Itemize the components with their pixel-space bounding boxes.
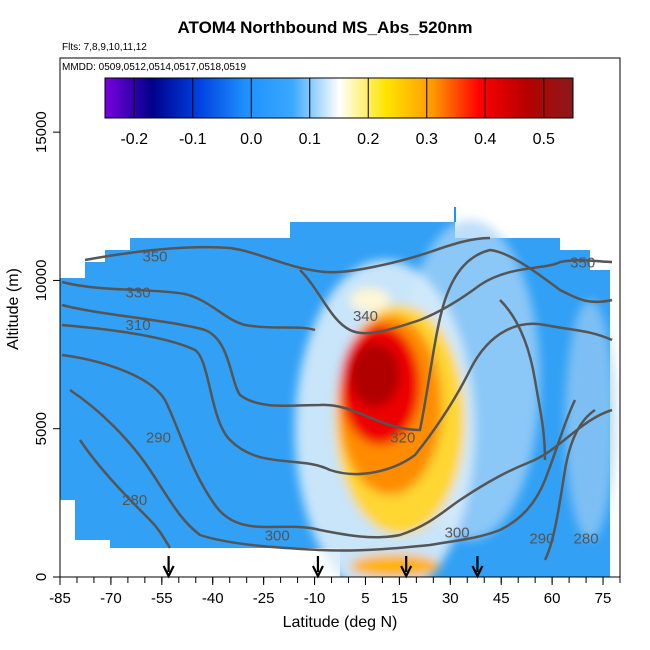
x-tick-label: 15 <box>391 590 408 607</box>
darkred-core <box>350 343 400 407</box>
flight-arrow-head <box>400 565 413 579</box>
x-tick-label: -10 <box>304 590 326 607</box>
contour-280 <box>78 439 172 549</box>
x-tick-label: -85 <box>49 590 71 607</box>
colorbar-tick-label: -0.1 <box>179 131 207 148</box>
x-axis: -85 -70 -55 -40 -25 -10 5 15 30 45 60 75 <box>49 577 621 607</box>
contour-label: 340 <box>353 308 378 325</box>
contour-310 <box>61 322 613 476</box>
flight-arrow-head <box>162 565 175 579</box>
contour-350 <box>84 236 491 274</box>
contour-labels: 350 330 310 290 280 300 340 320 300 290 280 350 <box>122 249 598 548</box>
contour-label: 280 <box>574 530 599 547</box>
y-tick-label: 10000 <box>33 260 50 302</box>
contour-north-wiggle <box>499 299 547 461</box>
contour-label: 350 <box>143 249 168 266</box>
dates-note: MMDD: 0509,0512,0514,0517,0518,0519 <box>62 62 247 73</box>
flight-arrow-head <box>311 565 324 579</box>
flight-arrow-head <box>471 565 484 579</box>
contour-label: 310 <box>126 317 151 334</box>
contour-300 <box>61 353 613 539</box>
flights-note: Flts: 7,8,9,10,11,12 <box>62 42 147 53</box>
chart-title: ATOM4 Northbound MS_Abs_520nm <box>177 18 473 37</box>
contour-label: 300 <box>445 525 470 542</box>
y-axis: 0 5000 10000 15000 <box>33 111 60 581</box>
colorbar-tick-label: -0.2 <box>120 131 148 148</box>
contour-label: 290 <box>146 430 171 447</box>
y-tick-label: 15000 <box>33 111 50 153</box>
contour-290 <box>69 388 577 552</box>
contour-label: 330 <box>126 284 151 301</box>
x-tick-label: 45 <box>493 590 510 607</box>
contour-label: 320 <box>390 430 415 447</box>
contour-label: 280 <box>122 492 147 509</box>
lower-orange-band <box>350 554 440 577</box>
contour-label: 290 <box>529 530 554 547</box>
colorbar: -0.2 -0.1 0.0 0.1 0.2 0.3 0.4 0.5 <box>104 77 574 148</box>
x-axis-label: Latitude (deg N) <box>282 614 398 631</box>
x-tick-label: 60 <box>544 590 561 607</box>
contour-280-south <box>543 408 596 561</box>
heatmap-field <box>60 207 615 577</box>
colorbar-tick-label: 0.4 <box>474 131 496 148</box>
contour-label: 350 <box>570 255 595 272</box>
colorbar-tick-label: 0.3 <box>416 131 438 148</box>
x-tick-label: -25 <box>253 590 275 607</box>
flight-arrows <box>162 556 484 579</box>
colorbar-gradient <box>104 77 574 119</box>
x-tick-label: 5 <box>361 590 369 607</box>
upper-white-band <box>350 288 390 312</box>
colorbar-tick-label: 0.1 <box>299 131 321 148</box>
x-tick-label: -55 <box>151 590 173 607</box>
plot-frame <box>59 57 621 578</box>
contour-330 <box>61 280 316 332</box>
contour-340 <box>299 258 613 335</box>
y-tick-label: 5000 <box>33 412 50 445</box>
contour-label: 300 <box>265 527 290 544</box>
colorbar-tick-label: 0.5 <box>533 131 555 148</box>
y-tick-label: 0 <box>33 573 50 581</box>
x-tick-label: 75 <box>595 590 612 607</box>
x-tick-label: -40 <box>202 590 224 607</box>
colorbar-tick-label: 0.2 <box>357 131 379 148</box>
x-tick-label: -70 <box>100 590 122 607</box>
contour-lines <box>61 236 613 561</box>
contour-320 <box>61 248 613 432</box>
colorbar-tick-label: 0.0 <box>240 131 262 148</box>
x-tick-label: 30 <box>442 590 459 607</box>
